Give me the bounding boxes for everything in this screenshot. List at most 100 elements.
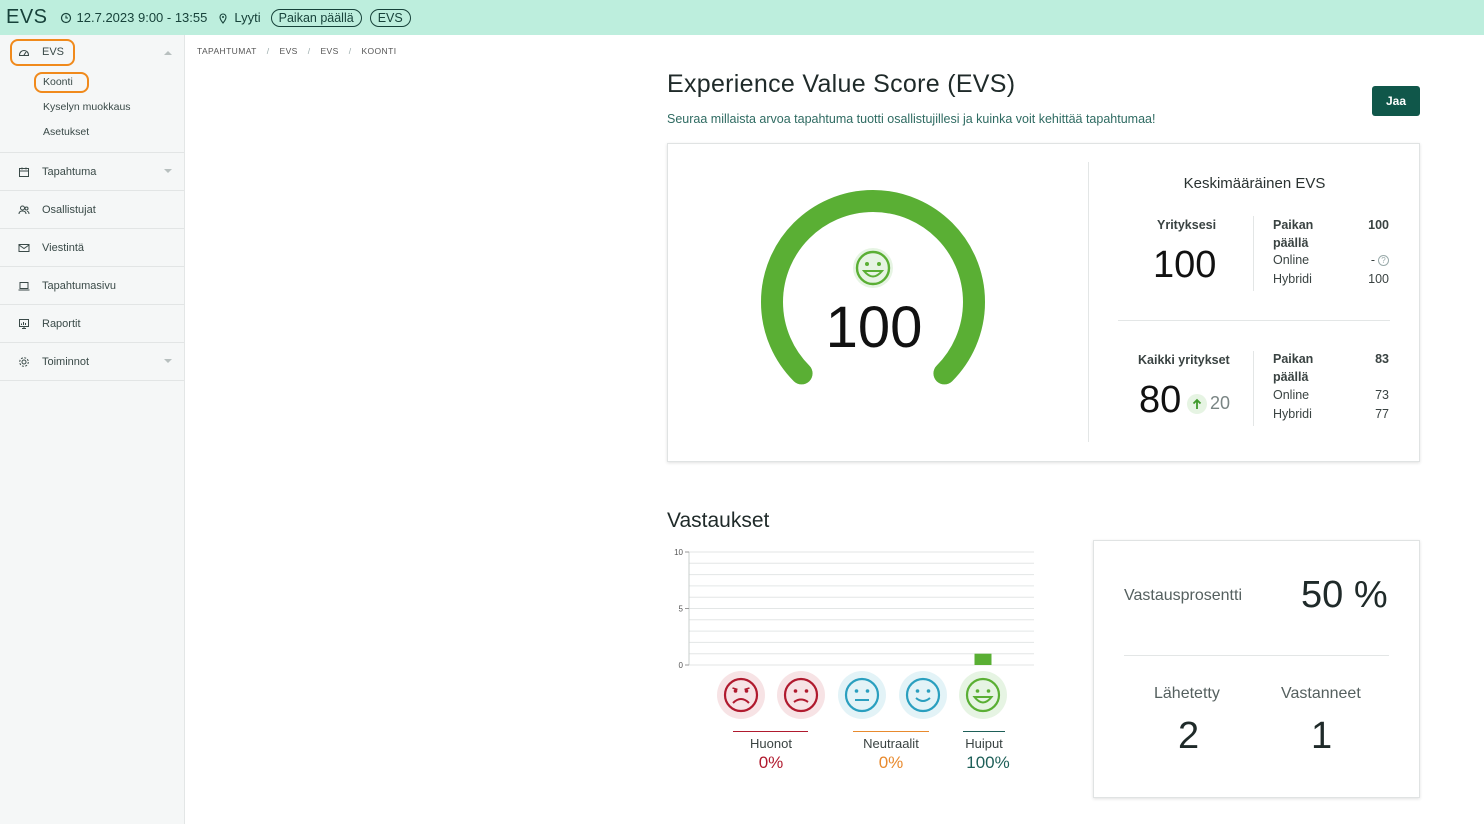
chevron-down-icon[interactable] [164,169,172,173]
smiley-happy-icon [959,671,1007,719]
category-percent-bad: 0% [758,753,784,772]
event-datetime: 12.7.2023 9:00 - 13:55 [60,10,207,25]
all-onsite-label: Paikan päällä [1273,352,1314,384]
company-evs-value: 100 [1153,244,1217,286]
breadcrumb: TAPAHTUMAT / EVS / EVS / KOONTI [197,46,406,56]
sidebar-item-viestinta[interactable]: Viestintä [0,229,184,266]
sidebar-group: Viestintä [0,229,184,267]
sidebar-group: Tapahtumasivu [0,267,184,305]
sidebar-item-osallistujat[interactable]: Osallistujat [0,191,184,228]
sidebar-item-label: Viestintä [42,241,84,254]
category-label-bad: Huonot [750,736,792,751]
sent-value: 2 [1178,715,1200,757]
y-tick-label: 10 [674,548,683,557]
category-label-neutral: Neutraalit [863,736,919,751]
company-hybrid-label: Hybridi [1273,272,1312,286]
tag-onsite: Paikan päällä [270,8,362,27]
sidebar-group: Tapahtuma [0,153,184,191]
sidebar-group: Osallistujat [0,191,184,229]
responses-bar-chart: 0 5 10 [674,548,1034,670]
sidebar-subitem-settings[interactable]: Asetukset [43,125,90,138]
gauge-fill [761,190,985,385]
sidebar-group: Raportit [0,305,184,343]
breadcrumb-item[interactable]: EVS [279,46,298,56]
arrow-up-icon [1187,393,1207,414]
evs-score-card: 100 Keskimääräinen EVS Yrityksesi 100 Pa… [667,143,1420,462]
sidebar-subitem-survey-edit[interactable]: Kyselyn muokkaus [43,100,131,113]
responses-title: Vastaukset [667,509,770,532]
sidebar-item-label: Osallistujat [42,203,96,216]
breadcrumb-item[interactable]: TAPAHTUMAT [197,46,257,56]
y-tick-label: 5 [679,605,684,614]
breadcrumb-separator: / [348,46,352,56]
event-location: Lyyti [217,10,261,25]
answered-label: Vastanneet [1281,685,1361,702]
divider [1253,351,1254,426]
people-icon [18,205,30,214]
sidebar: EVS Koonti Kyselyn muokkaus Asetukset Ta… [0,35,185,824]
bar-5 [974,653,992,665]
smiley-happy-icon [853,248,893,288]
divider [1118,320,1390,321]
gear-icon [19,356,29,367]
chevron-up-icon[interactable] [164,51,172,55]
share-button[interactable]: Jaa [1372,86,1420,116]
page-title: Experience Value Score (EVS) [667,70,1016,98]
sidebar-item-tapahtuma[interactable]: Tapahtuma [0,153,184,190]
category-line-bad [733,731,808,732]
smiley-sad-icon [777,671,825,719]
category-percent-neutral: 0% [878,753,904,772]
page-subtitle: Seuraa millaista arvoa tapahtuma tuotti … [667,112,1156,126]
sidebar-item-raportit[interactable]: Raportit [0,305,184,342]
company-label: Yrityksesi [1157,218,1217,232]
evs-score-value: 100 [825,295,923,360]
category-label-top: Huiput [965,736,1003,751]
sidebar-item-evs[interactable]: EVS [0,35,184,69]
sidebar-group: Toiminnot [0,343,184,381]
category-percent-top: 100% [966,753,1010,772]
company-hybrid-value: 100 [1368,272,1389,286]
sidebar-item-label: Toiminnot [42,355,90,368]
breadcrumb-separator: / [307,46,311,56]
calendar-icon [19,167,29,177]
breadcrumb-separator: / [266,46,270,56]
laptop-icon [18,281,30,290]
sidebar-item-label: Tapahtumasivu [42,279,116,292]
response-rate-card: Vastausprosentti 50 % Lähetetty 2 Vastan… [1093,540,1420,798]
top-bar: EVS 12.7.2023 9:00 - 13:55 Lyyti Paikan … [0,0,1484,35]
sidebar-item-toiminnot[interactable]: Toiminnot [0,343,184,380]
all-onsite-value: 83 [1375,352,1389,366]
all-online-value: 73 [1375,388,1389,402]
mail-icon [18,243,30,252]
category-line-neutral [853,731,929,732]
sidebar-item-label: EVS [42,46,65,58]
help-icon[interactable]: ? [1378,255,1389,266]
breadcrumb-item[interactable]: EVS [320,46,339,56]
all-hybrid-value: 77 [1375,407,1389,421]
smiley-very-sad-icon [717,671,765,719]
app-title: EVS [6,6,48,28]
average-evs-title: Keskimääräinen EVS [1183,175,1326,192]
location-pin-icon [219,13,227,24]
company-onsite-label: Paikan päällä [1273,218,1314,250]
response-rate-label: Vastausprosentti [1124,587,1242,604]
sidebar-item-label: Raportit [42,317,81,330]
sidebar-group-evs: EVS Koonti Kyselyn muokkaus Asetukset [0,35,184,153]
breadcrumb-item: KOONTI [361,46,397,56]
tag-evs: EVS [369,8,411,27]
all-online-label: Online [1273,388,1310,402]
evs-delta: 20 [1187,393,1230,414]
all-companies-label: Kaikki yritykset [1138,353,1230,367]
y-tick-label: 0 [679,661,684,670]
chevron-down-icon[interactable] [164,359,172,363]
category-line-top [963,731,1005,732]
clock-icon [60,12,71,23]
sidebar-subitem-koonti[interactable]: Koonti [43,75,73,88]
divider [1124,655,1389,656]
gauge-icon [18,49,30,56]
sent-label: Lähetetty [1154,685,1220,702]
all-hybrid-label: Hybridi [1273,407,1312,421]
sidebar-item-tapahtumasivu[interactable]: Tapahtumasivu [0,267,184,304]
responses-chart: 0 5 10 Huonot 0% Neutraalit 0% Huiput 100% [667,545,1047,785]
smiley-neutral-icon [838,671,886,719]
